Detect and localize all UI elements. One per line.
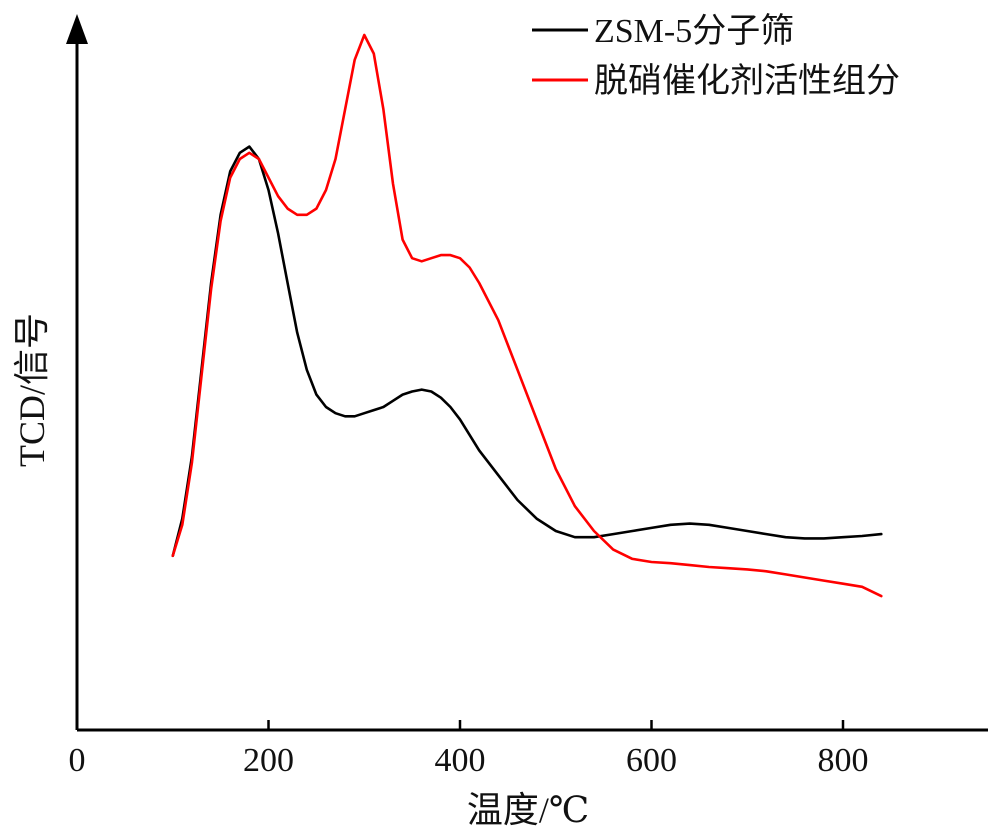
x-axis-label: 温度/℃ xyxy=(467,790,589,830)
series-line-0 xyxy=(171,145,883,558)
x-tick-label: 600 xyxy=(626,742,677,779)
legend-label-1: 脱硝催化剂活性组分 xyxy=(594,62,900,100)
series-layer xyxy=(171,33,883,598)
x-tick-label: 0 xyxy=(69,742,86,779)
x-ticks: 0 200 400 600 800 xyxy=(69,720,869,779)
x-tick-label: 400 xyxy=(435,742,486,779)
y-axis-label: TCD/信号 xyxy=(12,313,52,467)
x-tick-label: 200 xyxy=(243,742,294,779)
axes xyxy=(66,14,988,732)
series-line-1 xyxy=(171,33,883,598)
y-axis-arrow xyxy=(66,14,88,44)
x-tick-label: 800 xyxy=(818,742,869,779)
legend-label-0: ZSM-5分子筛 xyxy=(594,12,794,50)
